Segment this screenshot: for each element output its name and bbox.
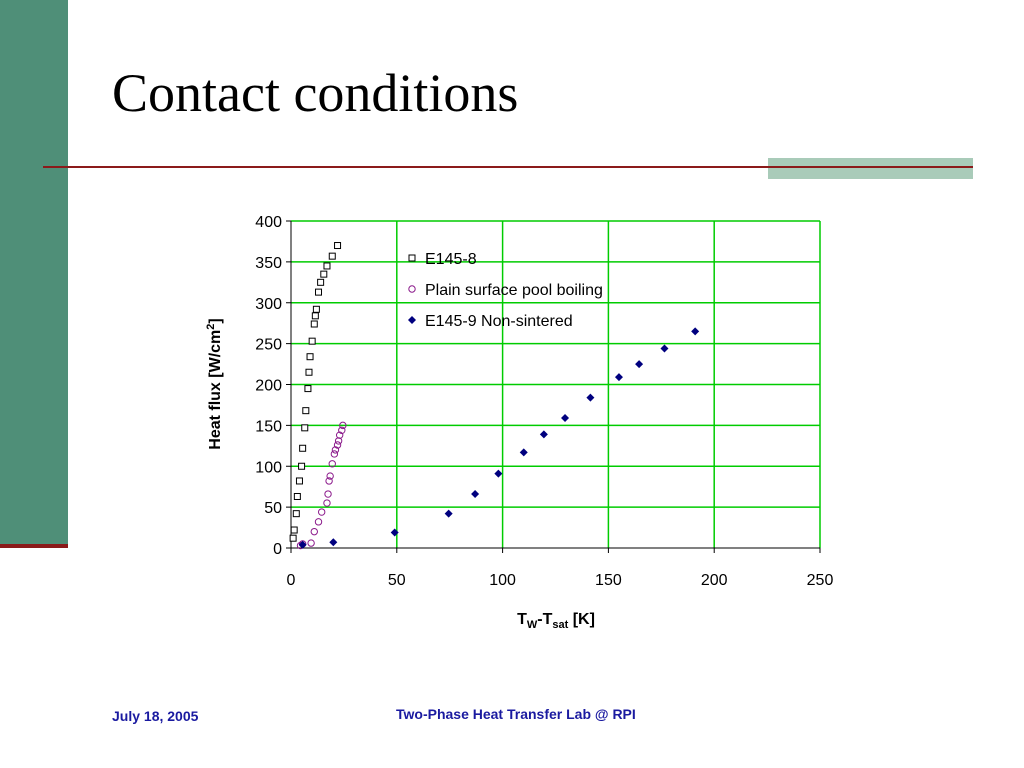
data-point-series-3: [586, 393, 595, 402]
data-point-series-1: [290, 526, 298, 534]
y-axis-label-main: Heat flux [W/cm: [207, 330, 224, 450]
chart-points: [289, 242, 700, 550]
x-axis-label: TW-Tsat [K]: [517, 611, 595, 631]
footer-date: July 18, 2005: [112, 708, 199, 724]
sidebar-accent-line: [0, 544, 68, 548]
data-point-series-2: [339, 421, 347, 430]
data-point-series-1: [305, 368, 313, 376]
data-point-series-2: [317, 508, 326, 516]
footer-lab-name: Two-Phase Heat Transfer Lab @ RPI: [396, 706, 636, 722]
data-point-series-2: [314, 518, 323, 526]
data-point-series-3: [471, 490, 480, 499]
data-point-series-1: [306, 353, 314, 361]
chart-grid: [291, 220, 821, 548]
data-point-series-1: [293, 492, 301, 500]
legend-label-2: Plain surface pool boiling: [425, 282, 603, 299]
data-point-series-1: [312, 305, 320, 313]
data-point-series-1: [292, 510, 300, 518]
data-point-series-3: [444, 509, 453, 518]
data-point-series-2: [330, 450, 339, 458]
x-tick-label: 100: [489, 572, 516, 589]
data-point-series-3: [298, 540, 307, 549]
x-tick-label: 150: [595, 572, 622, 589]
data-point-series-2: [335, 431, 344, 439]
data-point-series-3: [539, 430, 548, 439]
x-axis-label-sub1: W: [527, 619, 538, 631]
legend-marker-2: [408, 285, 416, 293]
data-point-series-2: [331, 446, 340, 454]
x-axis-label-tail: [K]: [568, 611, 595, 628]
y-tick-label: 50: [264, 500, 282, 517]
data-point-series-3: [329, 538, 338, 547]
data-point-series-3: [390, 528, 399, 537]
data-point-series-2: [333, 441, 342, 449]
data-point-series-1: [334, 242, 342, 250]
y-tick-label: 350: [255, 255, 282, 272]
y-axis-label: Heat flux [W/cm2]: [205, 318, 224, 449]
data-point-series-1: [328, 252, 336, 260]
x-axis-label-mid: -T: [537, 611, 552, 628]
y-tick-label: 0: [273, 541, 282, 558]
x-axis-label-main: T: [517, 611, 527, 628]
x-tick-label: 50: [388, 572, 406, 589]
data-point-series-2: [338, 426, 346, 434]
chart-legend: E145-8 Plain surface pool boiling E145-9 N…: [408, 251, 603, 330]
data-point-series-2: [323, 499, 331, 507]
sidebar-bar: [0, 0, 68, 548]
legend-marker-1: [408, 254, 416, 262]
data-point-series-1: [304, 385, 312, 393]
x-axis-label-sub2: sat: [552, 619, 568, 631]
y-tick-label: 300: [255, 296, 282, 313]
data-point-series-3: [691, 327, 700, 336]
legend-marker-3: [408, 316, 416, 324]
slide-title: Contact conditions: [112, 63, 519, 123]
data-point-series-2: [310, 527, 318, 536]
data-point-series-3: [614, 373, 623, 382]
y-tick-label: 250: [255, 337, 282, 354]
title-rule: [43, 166, 973, 168]
data-point-series-1: [317, 278, 325, 286]
data-point-series-3: [519, 448, 528, 457]
data-point-series-3: [635, 360, 644, 369]
y-tick-label: 100: [255, 459, 282, 476]
data-point-series-3: [561, 414, 570, 423]
data-point-series-1: [301, 424, 309, 432]
data-point-series-2: [324, 490, 332, 498]
data-point-series-1: [315, 288, 323, 296]
x-tick-label: 250: [807, 572, 834, 589]
data-point-series-1: [289, 534, 297, 542]
data-point-series-1: [298, 462, 306, 470]
title-accent-box: [768, 158, 973, 179]
x-tick-label: 200: [701, 572, 728, 589]
y-tick-label: 200: [255, 378, 282, 395]
data-point-series-1: [323, 262, 331, 270]
data-point-series-1: [299, 444, 307, 452]
data-point-series-3: [494, 469, 503, 478]
data-point-series-2: [326, 472, 334, 480]
data-point-series-2: [307, 539, 315, 547]
data-point-series-1: [311, 312, 319, 320]
chart-tick-labels: 0 50 100 150 200 250 300 350 400 0 50 100 150 200 250: [255, 214, 833, 589]
data-point-series-1: [310, 320, 318, 328]
data-point-series-1: [302, 407, 310, 415]
data-point-series-1: [295, 477, 303, 485]
data-point-series-1: [308, 337, 316, 345]
data-point-series-3: [660, 344, 669, 353]
y-axis-label-sup: 2: [205, 324, 217, 330]
x-tick-label: 0: [287, 572, 296, 589]
legend-label-3: E145-9 Non-sintered: [425, 313, 573, 330]
y-axis-label-tail: ]: [207, 318, 224, 323]
title-accent-rule: [768, 166, 973, 168]
legend-label-1: E145-8: [425, 251, 477, 268]
data-point-series-1: [320, 270, 328, 278]
y-tick-label: 400: [255, 214, 282, 231]
chart-axes: [286, 220, 821, 553]
data-point-series-2: [328, 460, 336, 468]
data-point-series-2: [325, 477, 333, 485]
y-tick-label: 150: [255, 418, 282, 435]
data-point-series-2: [334, 437, 343, 445]
